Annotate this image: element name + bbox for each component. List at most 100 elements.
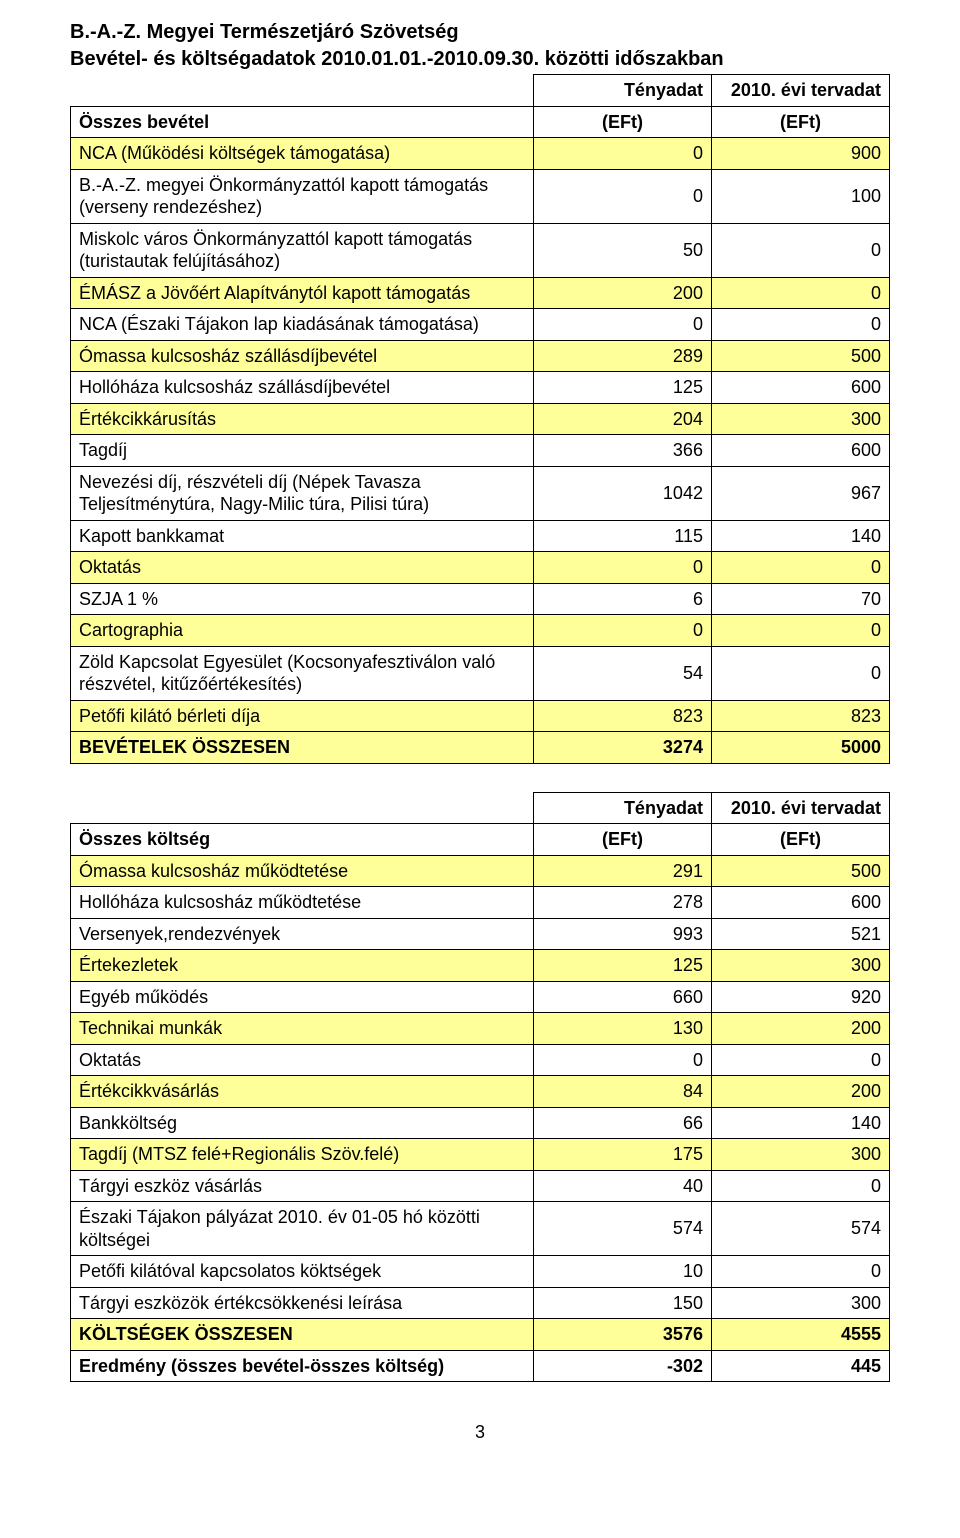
row-value: 0 bbox=[711, 615, 889, 647]
row-label: Technikai munkák bbox=[71, 1013, 534, 1045]
row-label: Versenyek,rendezvények bbox=[71, 918, 534, 950]
row-value: 0 bbox=[711, 1170, 889, 1202]
row-value: 200 bbox=[711, 1013, 889, 1045]
row-value: 967 bbox=[711, 466, 889, 520]
row-value: 70 bbox=[711, 583, 889, 615]
column-header: 2010. évi tervadat bbox=[711, 75, 889, 107]
row-value: 993 bbox=[533, 918, 711, 950]
row-value: 300 bbox=[711, 403, 889, 435]
row-label: Oktatás bbox=[71, 552, 534, 584]
unit-header: (EFt) bbox=[533, 106, 711, 138]
result-label: Eredmény (összes bevétel-összes költség) bbox=[71, 1350, 534, 1382]
row-value: 300 bbox=[711, 950, 889, 982]
row-value: 823 bbox=[711, 700, 889, 732]
row-value: 0 bbox=[711, 309, 889, 341]
row-label: Petőfi kilátó bérleti díja bbox=[71, 700, 534, 732]
row-value: 54 bbox=[533, 646, 711, 700]
row-value: 900 bbox=[711, 138, 889, 170]
row-label: Ómassa kulcsosház működtetése bbox=[71, 855, 534, 887]
section-label: Összes bevétel bbox=[71, 106, 534, 138]
row-value: 291 bbox=[533, 855, 711, 887]
row-label: Petőfi kilátóval kapcsolatos köktségek bbox=[71, 1256, 534, 1288]
column-header: Tényadat bbox=[533, 792, 711, 824]
row-label: ÉMÁSZ a Jövőért Alapítványtól kapott tám… bbox=[71, 277, 534, 309]
row-label: NCA (Működési költségek támogatása) bbox=[71, 138, 534, 170]
row-value: 150 bbox=[533, 1287, 711, 1319]
totals-value: 3274 bbox=[533, 732, 711, 764]
totals-value: 4555 bbox=[711, 1319, 889, 1351]
row-value: 66 bbox=[533, 1107, 711, 1139]
row-value: 140 bbox=[711, 1107, 889, 1139]
row-value: 0 bbox=[533, 138, 711, 170]
page-title-1: B.-A.-Z. Megyei Természetjáró Szövetség bbox=[70, 20, 890, 45]
row-value: 175 bbox=[533, 1139, 711, 1171]
row-label: Zöld Kapcsolat Egyesület (Kocsonyafeszti… bbox=[71, 646, 534, 700]
row-value: 0 bbox=[533, 169, 711, 223]
row-label: Értékcikkvásárlás bbox=[71, 1076, 534, 1108]
row-value: 300 bbox=[711, 1139, 889, 1171]
row-value: 920 bbox=[711, 981, 889, 1013]
row-value: 130 bbox=[533, 1013, 711, 1045]
row-value: 200 bbox=[711, 1076, 889, 1108]
row-label: Cartographia bbox=[71, 615, 534, 647]
row-value: 204 bbox=[533, 403, 711, 435]
row-value: 0 bbox=[711, 646, 889, 700]
row-value: 0 bbox=[711, 1256, 889, 1288]
column-header: 2010. évi tervadat bbox=[711, 792, 889, 824]
row-value: 0 bbox=[533, 1044, 711, 1076]
row-label: Kapott bankkamat bbox=[71, 520, 534, 552]
row-label: NCA (Északi Tájakon lap kiadásának támog… bbox=[71, 309, 534, 341]
row-value: 366 bbox=[533, 435, 711, 467]
row-value: 1042 bbox=[533, 466, 711, 520]
page-number: 3 bbox=[70, 1422, 890, 1443]
totals-label: BEVÉTELEK ÖSSZESEN bbox=[71, 732, 534, 764]
result-value: -302 bbox=[533, 1350, 711, 1382]
row-label: Nevezési díj, részvételi díj (Népek Tava… bbox=[71, 466, 534, 520]
row-label: Bankköltség bbox=[71, 1107, 534, 1139]
row-label: Ómassa kulcsosház szállásdíjbevétel bbox=[71, 340, 534, 372]
row-value: 574 bbox=[711, 1202, 889, 1256]
row-label: Értekezletek bbox=[71, 950, 534, 982]
row-value: 500 bbox=[711, 855, 889, 887]
row-label: B.-A.-Z. megyei Önkormányzattól kapott t… bbox=[71, 169, 534, 223]
row-value: 0 bbox=[533, 615, 711, 647]
row-value: 289 bbox=[533, 340, 711, 372]
header-blank bbox=[71, 792, 534, 824]
row-value: 0 bbox=[711, 277, 889, 309]
row-value: 125 bbox=[533, 950, 711, 982]
row-label: Értékcikkárusítás bbox=[71, 403, 534, 435]
totals-value: 5000 bbox=[711, 732, 889, 764]
row-value: 84 bbox=[533, 1076, 711, 1108]
row-value: 0 bbox=[711, 1044, 889, 1076]
row-value: 660 bbox=[533, 981, 711, 1013]
row-label: Miskolc város Önkormányzattól kapott tám… bbox=[71, 223, 534, 277]
row-value: 6 bbox=[533, 583, 711, 615]
row-label: Tárgyi eszközök értékcsökkenési leírása bbox=[71, 1287, 534, 1319]
row-value: 600 bbox=[711, 435, 889, 467]
row-label: Egyéb működés bbox=[71, 981, 534, 1013]
row-label: Hollóháza kulcsosház működtetése bbox=[71, 887, 534, 919]
row-label: Hollóháza kulcsosház szállásdíjbevétel bbox=[71, 372, 534, 404]
row-value: 278 bbox=[533, 887, 711, 919]
income-table: Tényadat2010. évi tervadat Összes bevétel… bbox=[70, 74, 890, 764]
row-label: Tagdíj bbox=[71, 435, 534, 467]
unit-header: (EFt) bbox=[533, 824, 711, 856]
result-value: 445 bbox=[711, 1350, 889, 1382]
row-value: 823 bbox=[533, 700, 711, 732]
row-value: 125 bbox=[533, 372, 711, 404]
unit-header: (EFt) bbox=[711, 106, 889, 138]
row-value: 600 bbox=[711, 887, 889, 919]
row-value: 0 bbox=[711, 223, 889, 277]
row-value: 100 bbox=[711, 169, 889, 223]
row-value: 0 bbox=[533, 552, 711, 584]
column-header: Tényadat bbox=[533, 75, 711, 107]
row-label: Tagdíj (MTSZ felé+Regionális Szöv.felé) bbox=[71, 1139, 534, 1171]
row-value: 115 bbox=[533, 520, 711, 552]
row-value: 40 bbox=[533, 1170, 711, 1202]
row-value: 500 bbox=[711, 340, 889, 372]
row-value: 10 bbox=[533, 1256, 711, 1288]
page-title-2: Bevétel- és költségadatok 2010.01.01.-20… bbox=[70, 47, 890, 72]
row-label: Oktatás bbox=[71, 1044, 534, 1076]
row-value: 200 bbox=[533, 277, 711, 309]
row-value: 140 bbox=[711, 520, 889, 552]
